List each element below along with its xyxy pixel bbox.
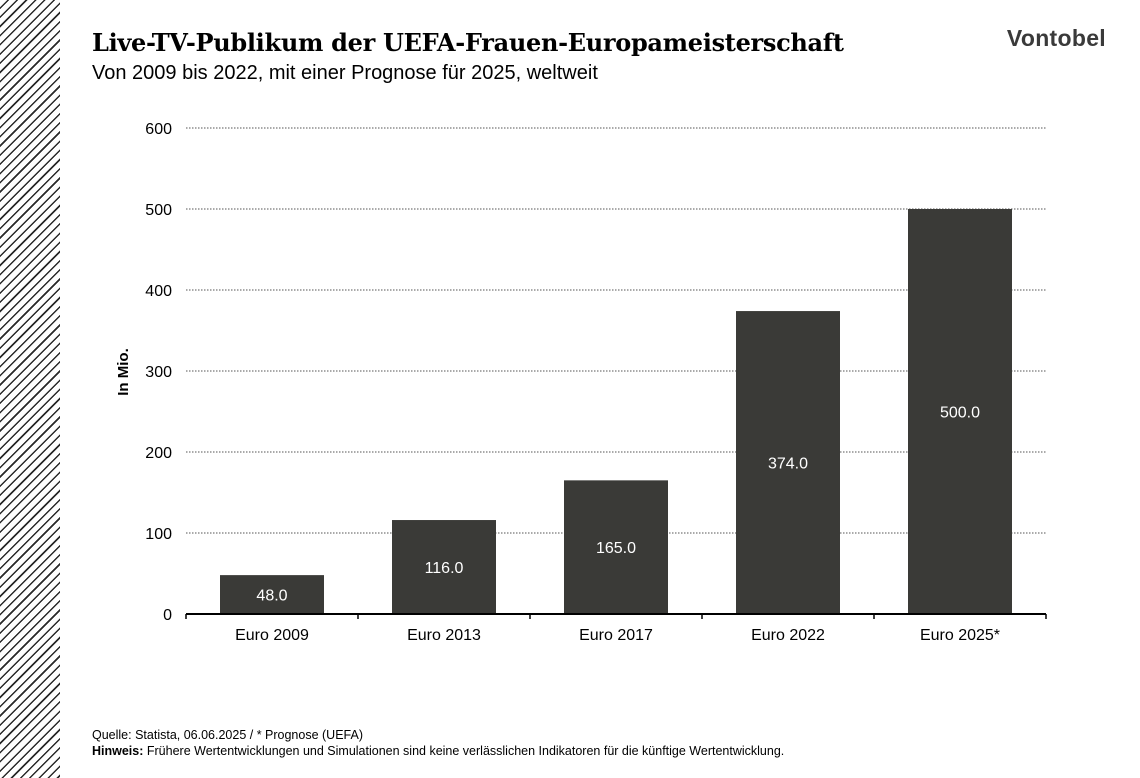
y-tick-label: 300	[145, 364, 172, 381]
disclaimer-note: Hinweis: Frühere Wertentwicklungen und S…	[92, 744, 784, 758]
bars: 48.0 116.0 165.0 374.0 500.0	[220, 209, 1012, 614]
bar-value-label: 165.0	[596, 540, 636, 557]
brand-logo: Vontobel	[1006, 25, 1106, 51]
y-tick-label: 0	[163, 607, 172, 624]
x-axis	[185, 613, 1047, 619]
bar	[564, 480, 668, 614]
source-note: Quelle: Statista, 06.06.2025 / * Prognos…	[92, 728, 363, 742]
bar-value-label: 48.0	[256, 588, 287, 605]
disclaimer-text: Frühere Wertentwicklungen und Simulation…	[143, 744, 785, 758]
hatched-side-strip	[0, 0, 60, 778]
bar	[220, 575, 324, 614]
x-tick-label: Euro 2017	[579, 627, 653, 644]
y-tick-label: 500	[145, 202, 172, 219]
x-tick-label: Euro 2025*	[920, 627, 1000, 644]
chart-title: Live-TV-Publikum der UEFA-Frauen-Europam…	[92, 28, 844, 57]
bar	[736, 311, 840, 614]
y-axis-label: In Mio.	[115, 348, 132, 396]
x-tick-labels: Euro 2009 Euro 2013 Euro 2017 Euro 2022 Euro…	[235, 627, 1000, 644]
disclaimer-label: Hinweis:	[92, 744, 144, 758]
bar	[908, 209, 1012, 614]
bar-value-label: 374.0	[768, 456, 808, 473]
y-tick-label: 600	[145, 121, 172, 138]
x-tick-label: Euro 2022	[751, 627, 825, 644]
y-tick-label: 400	[145, 283, 172, 300]
x-tick-label: Euro 2009	[235, 627, 309, 644]
chart-subtitle: Von 2009 bis 2022, mit einer Prognose fü…	[92, 62, 598, 84]
y-tick-labels: 0 100 200 300 400 500 600	[145, 121, 172, 624]
y-tick-label: 100	[145, 526, 172, 543]
x-tick-label: Euro 2013	[407, 627, 481, 644]
bar-value-label: 116.0	[425, 560, 464, 577]
bar	[392, 520, 496, 614]
bar-value-label: 500.0	[940, 405, 980, 422]
y-tick-label: 200	[145, 445, 172, 462]
